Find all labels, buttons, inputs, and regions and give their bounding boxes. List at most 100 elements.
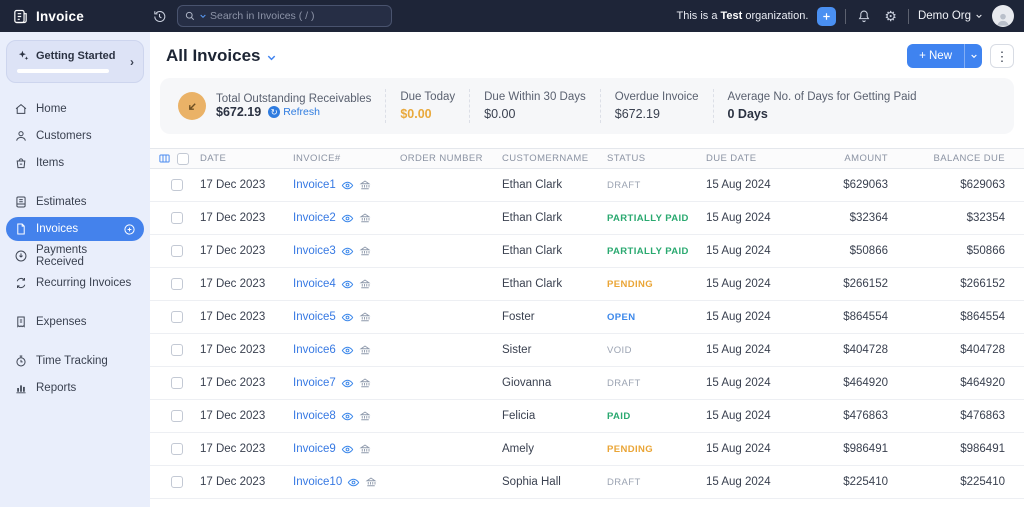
cell-balance-due: $32354: [966, 212, 1005, 224]
column-header-balance-due[interactable]: BALANCE DUE: [933, 153, 1005, 164]
row-checkbox[interactable]: [171, 245, 183, 257]
refresh-icon: ↻: [268, 106, 281, 118]
app-logo[interactable]: Invoice: [12, 8, 140, 25]
summary-label: Total Outstanding Receivables: [216, 93, 372, 105]
settings-gear-icon[interactable]: ⚙: [884, 8, 897, 24]
table-row[interactable]: 17 Dec 2023 Invoice5 Foster OPEN 15 Aug …: [150, 301, 1024, 334]
table-columns-icon[interactable]: [158, 152, 171, 165]
sidebar-getting-started[interactable]: Getting Started ›: [6, 40, 144, 83]
payments-received-icon: [14, 249, 28, 263]
sidebar-item-estimates[interactable]: Estimates: [6, 190, 144, 214]
row-checkbox[interactable]: [171, 410, 183, 422]
invoice-link[interactable]: Invoice5: [293, 311, 336, 323]
user-avatar[interactable]: [992, 5, 1014, 27]
page-title: All Invoices: [166, 46, 261, 65]
row-checkbox[interactable]: [171, 344, 183, 356]
cell-date: 17 Dec 2023: [200, 179, 266, 191]
bank-icon: [359, 410, 371, 422]
summary-divider: [469, 89, 471, 123]
quick-create-button[interactable]: [817, 6, 837, 26]
cell-date: 17 Dec 2023: [200, 410, 266, 422]
cell-balance-due: $50866: [966, 245, 1005, 257]
table-row[interactable]: 17 Dec 2023 Invoice2 Ethan Clark PARTIAL…: [150, 202, 1024, 235]
sidebar-item-invoices[interactable]: Invoices: [6, 217, 144, 241]
column-header-amount[interactable]: AMOUNT: [844, 153, 888, 164]
table-row[interactable]: 17 Dec 2023 Invoice9 Amely PENDING 15 Au…: [150, 433, 1024, 466]
eye-icon: [341, 410, 354, 423]
invoice-link[interactable]: Invoice10: [293, 476, 343, 488]
items-bag-icon: [14, 156, 28, 170]
cell-customer: Sister: [502, 344, 532, 356]
invoice-link[interactable]: Invoice2: [293, 212, 336, 224]
cell-invoice: Invoice5: [293, 311, 400, 324]
search-scope-chevron-icon[interactable]: [199, 12, 207, 20]
sidebar-item-reports[interactable]: Reports: [6, 376, 144, 400]
search-input[interactable]: [210, 10, 385, 22]
main-content: All Invoices + New ⋮: [150, 32, 1024, 507]
column-header-status[interactable]: STATUS: [607, 153, 646, 164]
select-all-checkbox[interactable]: [177, 152, 189, 165]
new-invoice-dropdown-button[interactable]: [964, 44, 982, 68]
sidebar-item-label: Payments Received: [36, 244, 88, 268]
summary-label: Overdue Invoice: [614, 91, 699, 103]
sidebar-item-customers[interactable]: Customers: [6, 124, 144, 148]
table-row[interactable]: 17 Dec 2023 Invoice4 Ethan Clark PENDING…: [150, 268, 1024, 301]
invoice-link[interactable]: Invoice4: [293, 278, 336, 290]
row-checkbox[interactable]: [171, 443, 183, 455]
table-row[interactable]: 17 Dec 2023 Invoice8 Felicia PAID 15 Aug…: [150, 400, 1024, 433]
row-checkbox[interactable]: [171, 278, 183, 290]
table-row[interactable]: 17 Dec 2023 Invoice10 Sophia Hall DRAFT …: [150, 466, 1024, 499]
cell-amount: $225410: [843, 476, 888, 488]
invoice-table: DATE INVOICE# ORDER NUMBER CUSTOMERNAME …: [150, 148, 1024, 507]
new-invoice-button[interactable]: + New: [907, 44, 964, 68]
sidebar-item-expenses[interactable]: Expenses: [6, 310, 144, 334]
invoice-table-body: 17 Dec 2023 Invoice1 Ethan Clark DRAFT 1…: [150, 169, 1024, 499]
notifications-bell-icon[interactable]: [855, 7, 873, 25]
history-icon[interactable]: [150, 7, 169, 26]
cell-amount: $464920: [843, 377, 888, 389]
table-row[interactable]: 17 Dec 2023 Invoice6 Sister VOID 15 Aug …: [150, 334, 1024, 367]
sidebar-item-items[interactable]: Items: [6, 151, 144, 175]
summary-card-overdue: Overdue Invoice $672.19: [601, 91, 713, 121]
sidebar-item-time-tracking[interactable]: Time Tracking: [6, 349, 144, 373]
eye-icon: [341, 344, 354, 357]
row-checkbox[interactable]: [171, 212, 183, 224]
column-header-invoice[interactable]: INVOICE#: [293, 153, 341, 164]
invoice-link[interactable]: Invoice9: [293, 443, 336, 455]
sidebar-item-home[interactable]: Home: [6, 97, 144, 121]
invoice-link[interactable]: Invoice8: [293, 410, 336, 422]
org-selector[interactable]: Demo Org: [918, 10, 983, 22]
cell-status: VOID: [607, 344, 632, 356]
table-row[interactable]: 17 Dec 2023 Invoice1 Ethan Clark DRAFT 1…: [150, 169, 1024, 202]
search-bar[interactable]: [177, 5, 392, 27]
cell-balance-due: $986491: [960, 443, 1005, 455]
more-options-kebab-button[interactable]: ⋮: [990, 44, 1014, 68]
column-header-order-number[interactable]: ORDER NUMBER: [400, 153, 483, 164]
row-checkbox[interactable]: [171, 476, 183, 488]
cell-date: 17 Dec 2023: [200, 245, 266, 257]
topbar-divider: [845, 8, 847, 24]
summary-value: $0.00: [484, 107, 516, 121]
row-checkbox[interactable]: [171, 377, 183, 389]
table-row[interactable]: 17 Dec 2023 Invoice3 Ethan Clark PARTIAL…: [150, 235, 1024, 268]
sidebar-item-label: Home: [36, 103, 67, 115]
invoice-link[interactable]: Invoice6: [293, 344, 336, 356]
refresh-link[interactable]: ↻ Refresh: [268, 106, 320, 118]
column-header-due-date[interactable]: DUE DATE: [706, 153, 757, 164]
invoice-link[interactable]: Invoice1: [293, 179, 336, 191]
page-title-dropdown[interactable]: All Invoices: [166, 46, 277, 66]
cell-balance-due: $225410: [960, 476, 1005, 488]
eye-icon: [347, 476, 360, 489]
table-row[interactable]: 17 Dec 2023 Invoice7 Giovanna DRAFT 15 A…: [150, 367, 1024, 400]
invoice-link[interactable]: Invoice3: [293, 245, 336, 257]
row-checkbox[interactable]: [171, 311, 183, 323]
bank-icon: [359, 377, 371, 389]
invoice-link[interactable]: Invoice7: [293, 377, 336, 389]
sidebar-item-recurring-invoices[interactable]: Recurring Invoices: [6, 271, 144, 295]
sidebar-item-payments-received[interactable]: Payments Received: [6, 244, 144, 268]
chevron-down-icon: [266, 52, 277, 63]
column-header-date[interactable]: DATE: [200, 153, 227, 164]
row-checkbox[interactable]: [171, 179, 183, 191]
column-header-customername[interactable]: CUSTOMERNAME: [502, 153, 589, 164]
add-invoice-icon[interactable]: [123, 223, 136, 236]
